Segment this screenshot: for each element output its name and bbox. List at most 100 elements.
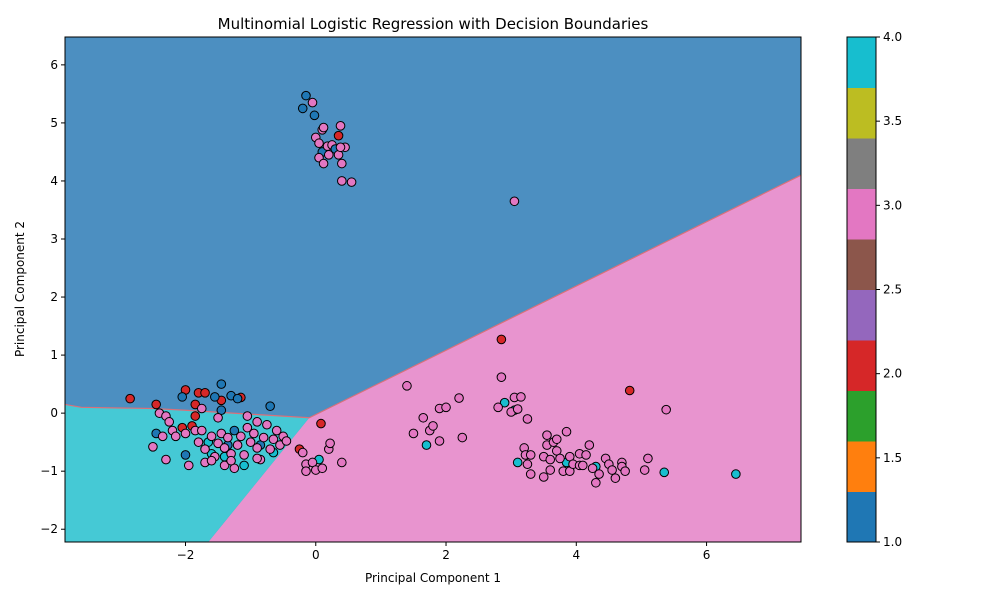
scatter-point — [183, 460, 194, 471]
scatter-point — [496, 372, 507, 382]
scatter-point — [177, 392, 188, 402]
scatter-point — [239, 450, 249, 460]
scatter-point — [249, 428, 259, 439]
scatter-point — [229, 425, 240, 436]
scatter-point — [522, 414, 533, 424]
scatter-point — [196, 425, 207, 436]
scatter-point — [525, 469, 536, 479]
scatter-point — [522, 459, 533, 470]
colorbar-band — [847, 37, 876, 88]
scatter-point — [252, 417, 262, 427]
scatter-point — [317, 463, 328, 474]
scatter-point — [297, 103, 308, 114]
scatter-point — [538, 472, 549, 482]
colorbar-tick-label: 4.0 — [883, 30, 902, 44]
scatter-point — [542, 430, 552, 440]
plot-frame — [64, 36, 802, 543]
data-points — [125, 90, 741, 488]
scatter-point — [252, 443, 262, 453]
scatter-point — [226, 455, 236, 466]
scatter-point — [232, 393, 243, 404]
scatter-point — [265, 401, 275, 411]
scatter-point — [408, 428, 419, 439]
colorbar-tick-label: 1.0 — [883, 535, 902, 549]
scatter-point — [164, 417, 175, 427]
scatter-point — [157, 431, 168, 442]
colorbar — [846, 36, 877, 543]
scatter-point — [441, 402, 451, 413]
colorbar-tick-label: 3.5 — [883, 114, 902, 128]
scatter-point — [499, 397, 510, 408]
colorbar-tick-label: 1.5 — [883, 451, 902, 465]
scatter-point — [337, 457, 347, 468]
colorbar-tick-label: 2.5 — [883, 283, 902, 297]
scatter-point — [210, 392, 220, 402]
scatter-point — [309, 110, 320, 121]
scatter-point — [335, 142, 346, 153]
scatter-point — [262, 419, 272, 430]
scatter-point — [196, 403, 207, 414]
colorbar-tick-label: 3.0 — [883, 198, 902, 212]
scatter-point — [643, 453, 653, 464]
scatter-point — [325, 438, 335, 449]
scatter-point — [301, 466, 311, 476]
scatter-point — [509, 196, 520, 207]
x-tick-label: 6 — [703, 548, 711, 562]
scatter-point — [252, 453, 262, 464]
scatter-point — [281, 436, 292, 446]
x-tick-label: 0 — [312, 548, 320, 562]
y-tick-label: 3 — [50, 232, 58, 246]
x-tick-label: −2 — [177, 548, 195, 562]
scatter-point — [337, 158, 347, 169]
scatter-point — [301, 90, 311, 101]
scatter-point — [151, 399, 161, 410]
scatter-point — [661, 404, 671, 415]
scatter-point — [457, 432, 468, 443]
scatter-point — [268, 434, 279, 445]
scatter-point — [639, 465, 650, 475]
scatter-point — [591, 477, 601, 488]
scatter-point — [335, 121, 346, 131]
scatter-point — [219, 460, 230, 471]
scatter-point — [516, 392, 526, 402]
y-tick-label: −1 — [40, 464, 58, 478]
scatter-point — [180, 428, 191, 439]
colorbar-band — [847, 289, 876, 341]
scatter-point — [512, 457, 523, 468]
scatter-point — [428, 421, 438, 431]
colorbar-band — [847, 188, 876, 240]
y-axis-label: Principal Component 2 — [13, 221, 27, 357]
scatter-point — [232, 440, 243, 450]
scatter-point — [190, 411, 201, 421]
scatter-point — [318, 122, 329, 133]
scatter-point — [333, 130, 344, 141]
colorbar-band — [847, 491, 876, 543]
scatter-point — [180, 450, 191, 460]
region-class-3 — [65, 175, 801, 542]
colorbar-band — [847, 138, 876, 189]
colorbar-band — [847, 390, 876, 442]
scatter-point — [265, 444, 275, 454]
scatter-point — [624, 385, 635, 396]
colorbar-ticks: 1.0 1.5 2.0 2.5 3.0 3.5 4.0 — [876, 30, 902, 549]
y-tick-label: 0 — [50, 406, 58, 420]
scatter-point — [525, 450, 536, 460]
scatter-point — [223, 432, 233, 443]
colorbar-band — [847, 87, 876, 139]
scatter-point — [245, 437, 256, 447]
scatter-point — [200, 444, 210, 454]
chart-title: Multinomial Logistic Regression with Dec… — [218, 15, 649, 33]
scatter-point — [584, 440, 595, 450]
scatter-point — [551, 434, 562, 445]
x-axis-label: Principal Component 1 — [365, 571, 501, 585]
scatter-point — [206, 431, 217, 442]
scatter-point — [493, 402, 503, 413]
scatter-point — [200, 388, 210, 398]
scatter-point — [337, 176, 347, 186]
scatter-point — [346, 177, 357, 187]
scatter-point — [258, 432, 269, 443]
scatter-point — [239, 460, 249, 471]
scatter-point — [454, 393, 464, 403]
scatter-point — [578, 460, 588, 471]
